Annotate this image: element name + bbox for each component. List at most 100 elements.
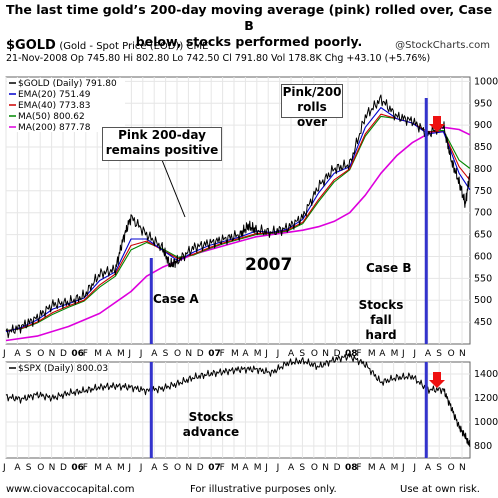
symbol-label: $GOLD	[6, 38, 56, 53]
series-line-ma-200-	[5, 126, 471, 342]
spx-y-tick-label: 1000	[474, 417, 498, 428]
gold-x-tick-label: M	[94, 349, 102, 359]
annotation-pink-positive: Pink 200-day remains positive	[102, 127, 222, 161]
gold-x-tick-label: S	[163, 349, 169, 359]
gold-y-tick-label: 550	[474, 273, 492, 284]
spx-x-tick-label: M	[254, 463, 262, 473]
gold-x-tick-label: N	[459, 349, 466, 359]
gold-x-tick-label: A	[288, 349, 295, 359]
spx-x-tick-label: D	[334, 463, 341, 473]
spx-x-tick-label: F	[220, 463, 225, 473]
ohlc-line: 21-Nov-2008 Op 745.80 Hi 802.80 Lo 742.5…	[6, 53, 431, 64]
legend-label: MA(50) 800.62	[18, 112, 85, 122]
gold-x-tick-label: M	[231, 349, 239, 359]
spx-x-tick-label: J	[412, 463, 416, 473]
gold-x-tick-label: 07	[208, 349, 221, 359]
spx-x-tick-label: J	[276, 463, 280, 473]
spx-x-tick-label: J	[401, 463, 405, 473]
gold-y-tick-label: 900	[474, 120, 492, 131]
spx-x-tick-label: O	[37, 463, 44, 473]
spx-x-tick-label: S	[26, 463, 32, 473]
legend-label: MA(200) 877.78	[18, 123, 91, 133]
gold-x-tick-label: J	[264, 349, 268, 359]
gold-x-tick-label: J	[127, 349, 131, 359]
gold-y-tick-label: 1000	[474, 76, 498, 87]
gold-x-tick-label: F	[83, 349, 88, 359]
spx-x-tick-label: M	[368, 463, 376, 473]
gold-x-tick-label: M	[117, 349, 125, 359]
annotation-pink-rolls-line1: Pink/200	[282, 85, 342, 99]
gold-x-tick-label: J	[139, 349, 143, 359]
annotation-pink-rolls-over: Pink/200 rolls over	[281, 84, 343, 129]
gold-y-tick-label: 450	[474, 317, 492, 328]
gold-y-tick-label: 600	[474, 251, 492, 262]
spx-x-tick-label: M	[117, 463, 125, 473]
legend-label: EMA(20) 751.49	[18, 90, 91, 100]
gold-x-tick-label: A	[379, 349, 386, 359]
legend-label: EMA(40) 773.83	[18, 101, 90, 111]
spx-y-tick-label: 800	[474, 441, 492, 452]
gold-x-tick-label: A	[151, 349, 158, 359]
gold-x-tick-label: M	[368, 349, 376, 359]
spx-legend-label: $SPX (Daily) 800.03	[18, 364, 108, 374]
annotation-stocks-fall-line2: fall hard	[365, 313, 397, 342]
spx-x-tick-label: J	[264, 463, 268, 473]
gold-x-tick-label: J	[276, 349, 280, 359]
spx-x-tick-label: S	[299, 463, 305, 473]
gold-x-tick-label: M	[391, 349, 399, 359]
gold-x-tick-label: S	[26, 349, 32, 359]
spx-y-tick-label: 1400	[474, 369, 498, 380]
series-line-spx	[5, 353, 471, 447]
spx-x-tick-label: N	[49, 463, 56, 473]
title-line-2: below, stocks performed poorly.	[135, 34, 363, 49]
spx-x-tick-label: F	[356, 463, 361, 473]
gold-x-tick-label: J	[412, 349, 416, 359]
spx-x-tick-label: A	[106, 463, 113, 473]
gold-x-tick-label: O	[174, 349, 181, 359]
gold-x-tick-label: N	[49, 349, 56, 359]
case-a-label: Case A	[153, 292, 199, 306]
gold-x-tick-label: 08	[345, 349, 358, 359]
gold-x-tick-label: A	[242, 349, 249, 359]
annotation-stocks-advance-line2: advance	[182, 425, 240, 439]
gold-y-tick-label: 500	[474, 295, 492, 306]
gold-y-tick-label: 950	[474, 98, 492, 109]
spx-x-tick-label: 08	[345, 463, 358, 473]
gold-x-tick-label: O	[311, 349, 318, 359]
series-line--gold	[5, 94, 471, 339]
chart-title: The last time gold’s 200-day moving aver…	[0, 2, 498, 50]
spx-x-tick-label: A	[151, 463, 158, 473]
spx-x-tick-label: J	[2, 463, 6, 473]
gold-y-tick-label: 800	[474, 164, 492, 175]
annotation-stocks-fall: Stocks fall hard	[354, 298, 408, 342]
annotation-pink-rolls-line2: rolls over	[296, 100, 328, 129]
gold-x-tick-label: O	[448, 349, 455, 359]
symbol-description: (Gold - Spot Price (EOD)) CME	[59, 41, 209, 52]
spx-x-tick-label: N	[185, 463, 192, 473]
gold-x-tick-label: S	[436, 349, 442, 359]
symbol-header: $GOLD (Gold - Spot Price (EOD)) CME	[6, 38, 208, 53]
footer-risk: Use at own risk.	[400, 484, 480, 495]
gold-x-tick-label: J	[401, 349, 405, 359]
spx-x-tick-label: D	[197, 463, 204, 473]
gold-x-tick-label: N	[322, 349, 329, 359]
legend-label: $GOLD (Daily) 791.80	[18, 79, 117, 89]
gold-y-tick-label: 750	[474, 186, 492, 197]
spx-x-tick-label: F	[83, 463, 88, 473]
annotation-stocks-advance: Stocks advance	[181, 410, 241, 442]
gold-y-tick-label: 850	[474, 142, 492, 153]
spx-x-tick-label: D	[60, 463, 67, 473]
red-arrow-gold-icon	[429, 116, 445, 132]
annotation-pink-positive-line1: Pink 200-day	[118, 128, 206, 142]
spx-x-tick-label: 06	[71, 463, 84, 473]
annotation-pointer-line	[161, 159, 186, 218]
spx-x-tick-label: S	[436, 463, 442, 473]
spx-x-tick-label: J	[139, 463, 143, 473]
year-2007-label: 2007	[245, 255, 293, 275]
gold-x-tick-label: F	[220, 349, 225, 359]
gold-x-tick-label: S	[299, 349, 305, 359]
footer-website: www.ciovaccocapital.com	[6, 484, 135, 495]
annotation-stocks-advance-line1: Stocks	[188, 410, 234, 424]
